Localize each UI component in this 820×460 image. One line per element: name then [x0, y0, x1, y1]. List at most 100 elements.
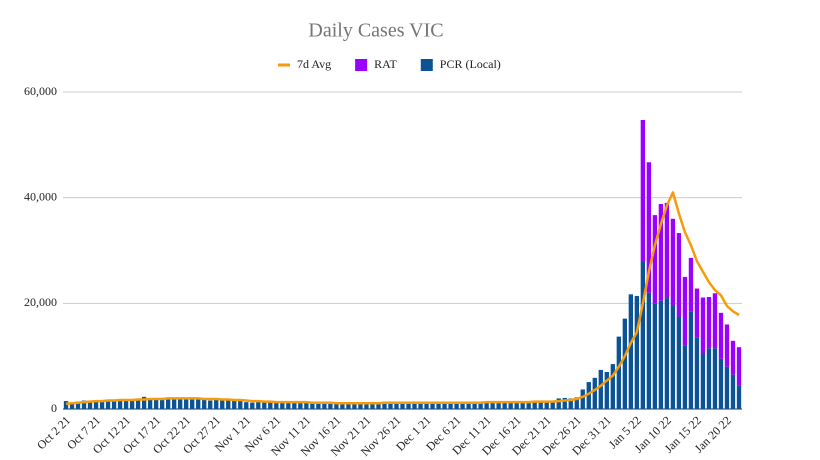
bar — [165, 398, 171, 409]
bar — [214, 400, 219, 409]
bar — [586, 382, 591, 409]
bar — [724, 324, 730, 367]
bar — [159, 398, 165, 409]
bar — [93, 400, 99, 409]
bar — [670, 218, 676, 306]
legend-label: RAT — [374, 57, 397, 71]
bar — [256, 401, 261, 409]
bar — [370, 403, 375, 409]
bar — [688, 311, 694, 409]
bar — [238, 400, 243, 409]
bar — [147, 398, 153, 409]
bar — [466, 402, 471, 409]
bar — [63, 401, 69, 409]
bar — [598, 369, 603, 409]
bar — [736, 385, 742, 409]
bar — [322, 403, 327, 409]
bar — [382, 403, 387, 409]
bar — [550, 401, 555, 409]
bar — [304, 402, 309, 409]
bar — [682, 345, 688, 409]
bar — [454, 403, 459, 409]
bar — [640, 261, 646, 409]
bar — [664, 298, 670, 409]
bar — [640, 120, 646, 262]
bar — [250, 402, 255, 409]
bar — [388, 402, 393, 409]
bar — [184, 397, 189, 409]
bar — [574, 397, 579, 409]
bar — [730, 374, 736, 409]
bar — [196, 398, 201, 409]
bar — [202, 399, 207, 409]
bar — [340, 403, 345, 409]
bar — [604, 372, 609, 409]
bar — [706, 296, 712, 349]
bar — [592, 377, 597, 409]
bar — [448, 402, 453, 409]
bar — [117, 398, 123, 409]
bar — [490, 402, 495, 409]
bar — [520, 402, 525, 409]
line-series — [65, 191, 740, 405]
bar — [478, 402, 483, 409]
bar — [208, 400, 213, 409]
bar — [634, 295, 640, 409]
bar — [658, 300, 664, 409]
bar — [430, 402, 435, 409]
bar — [286, 402, 291, 409]
bar — [172, 399, 177, 409]
bar — [532, 401, 537, 409]
bar — [628, 294, 633, 409]
bar — [484, 402, 489, 409]
bar — [226, 400, 231, 409]
bar — [700, 353, 706, 409]
bar — [87, 401, 93, 409]
bar — [460, 402, 465, 409]
bar — [81, 400, 87, 409]
legend-label: 7d Avg — [297, 57, 331, 71]
bar — [268, 402, 273, 409]
bar — [400, 402, 405, 409]
bar — [178, 398, 183, 409]
bar — [220, 398, 225, 409]
bar — [274, 402, 279, 409]
bar — [262, 402, 267, 409]
y-tick-label: 0 — [51, 401, 57, 415]
bar — [544, 400, 549, 409]
bar — [514, 401, 519, 409]
bar — [568, 398, 573, 409]
bar — [436, 402, 441, 409]
bar — [376, 402, 381, 409]
chart-title: Daily Cases VIC — [308, 20, 443, 42]
bar — [616, 336, 621, 409]
bar — [418, 403, 423, 409]
bar — [135, 398, 141, 409]
bar — [688, 257, 694, 312]
bar — [358, 403, 363, 409]
bar — [736, 347, 742, 386]
bar — [364, 403, 369, 409]
y-tick-label: 40,000 — [24, 189, 57, 203]
bar — [123, 399, 129, 409]
bar — [676, 233, 682, 317]
bar — [724, 366, 730, 409]
bar — [141, 396, 147, 409]
bar — [682, 276, 688, 346]
bar — [670, 305, 676, 409]
bar — [664, 202, 670, 299]
bar — [496, 402, 501, 409]
bar — [646, 292, 652, 409]
bar — [394, 402, 399, 409]
bar — [424, 402, 429, 409]
bar — [190, 397, 195, 409]
bar — [508, 401, 513, 409]
bar — [718, 358, 724, 409]
bar — [232, 400, 237, 409]
bar — [310, 402, 315, 409]
bar — [69, 402, 75, 409]
bar — [244, 402, 249, 409]
bar — [75, 401, 81, 409]
legend-label: PCR (Local) — [440, 57, 501, 71]
